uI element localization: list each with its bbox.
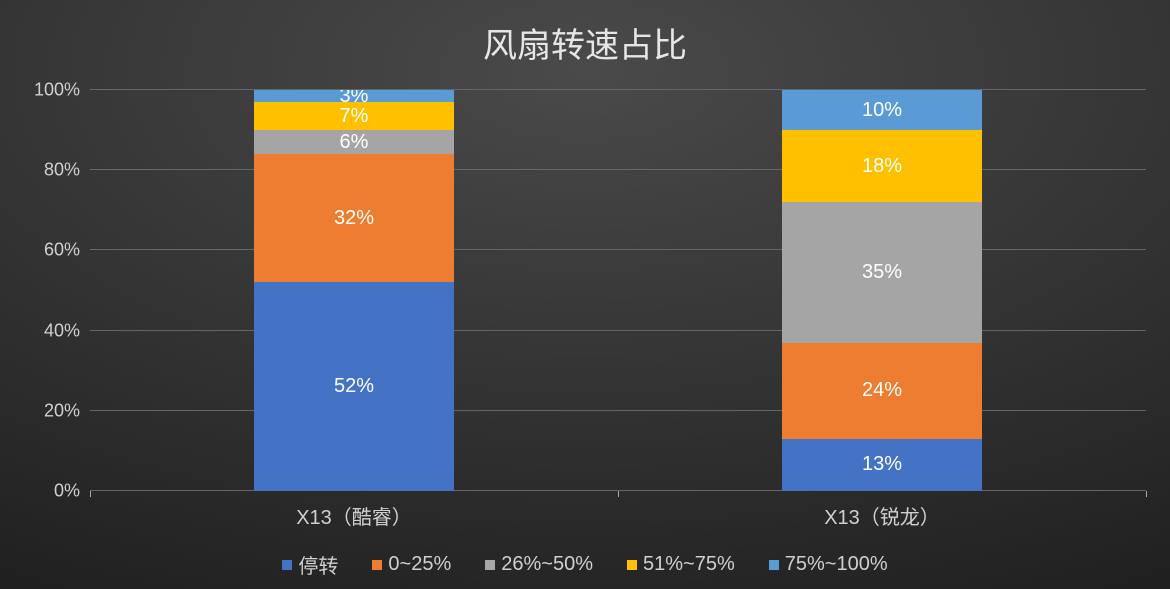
y-axis-label: 100% [34,80,80,101]
gridline [90,330,1146,331]
legend-swatch [372,560,382,570]
bar-segment: 10% [782,90,983,130]
bar-segment: 52% [254,282,455,491]
bar-segment: 35% [782,202,983,342]
legend-label: 51%~75% [643,553,735,576]
bar-segment: 32% [254,154,455,282]
bar: 52%32%6%7%3% [254,90,455,491]
legend-item: 26%~50% [485,553,593,576]
gridline [90,169,1146,170]
bar-segment: 24% [782,343,983,439]
bar-segment: 13% [782,439,983,491]
y-axis-label: 80% [44,160,80,181]
gridline [90,490,1146,491]
x-axis-label: X13（酷睿） [296,501,412,530]
bar-segment: 6% [254,130,455,154]
legend-item: 75%~100% [769,553,888,576]
chart-title: 风扇转速占比 [0,18,1170,67]
legend-label: 26%~50% [501,553,593,576]
legend-item: 51%~75% [627,553,735,576]
bar-segment: 18% [782,130,983,202]
legend-swatch [485,560,495,570]
legend-swatch [627,560,637,570]
fan-speed-chart: 风扇转速占比 0%20%40%60%80%100%52%32%6%7%3%X13… [0,0,1170,589]
legend-swatch [769,560,779,570]
y-axis-label: 60% [44,240,80,261]
legend-swatch [282,560,292,570]
legend-label: 75%~100% [785,553,888,576]
bar: 13%24%35%18%10% [782,90,983,491]
bar-segment: 3% [254,90,455,102]
gridline [90,410,1146,411]
legend: 停转 0~25% 26%~50% 51%~75% 75%~100% [0,550,1170,579]
bar-segment: 7% [254,102,455,130]
plot-area: 0%20%40%60%80%100%52%32%6%7%3%X13（酷睿）13%… [90,90,1146,491]
gridline [90,89,1146,90]
y-axis-label: 20% [44,400,80,421]
y-axis-label: 0% [54,481,80,502]
legend-item: 停转 [282,550,338,579]
legend-label: 0~25% [388,553,451,576]
x-axis-label: X13（锐龙） [824,501,940,530]
x-axis-tick [618,491,619,497]
x-axis-tick [1146,491,1147,497]
x-axis-tick [90,491,91,497]
gridline [90,249,1146,250]
legend-label: 停转 [298,550,338,579]
legend-item: 0~25% [372,553,451,576]
y-axis-label: 40% [44,320,80,341]
